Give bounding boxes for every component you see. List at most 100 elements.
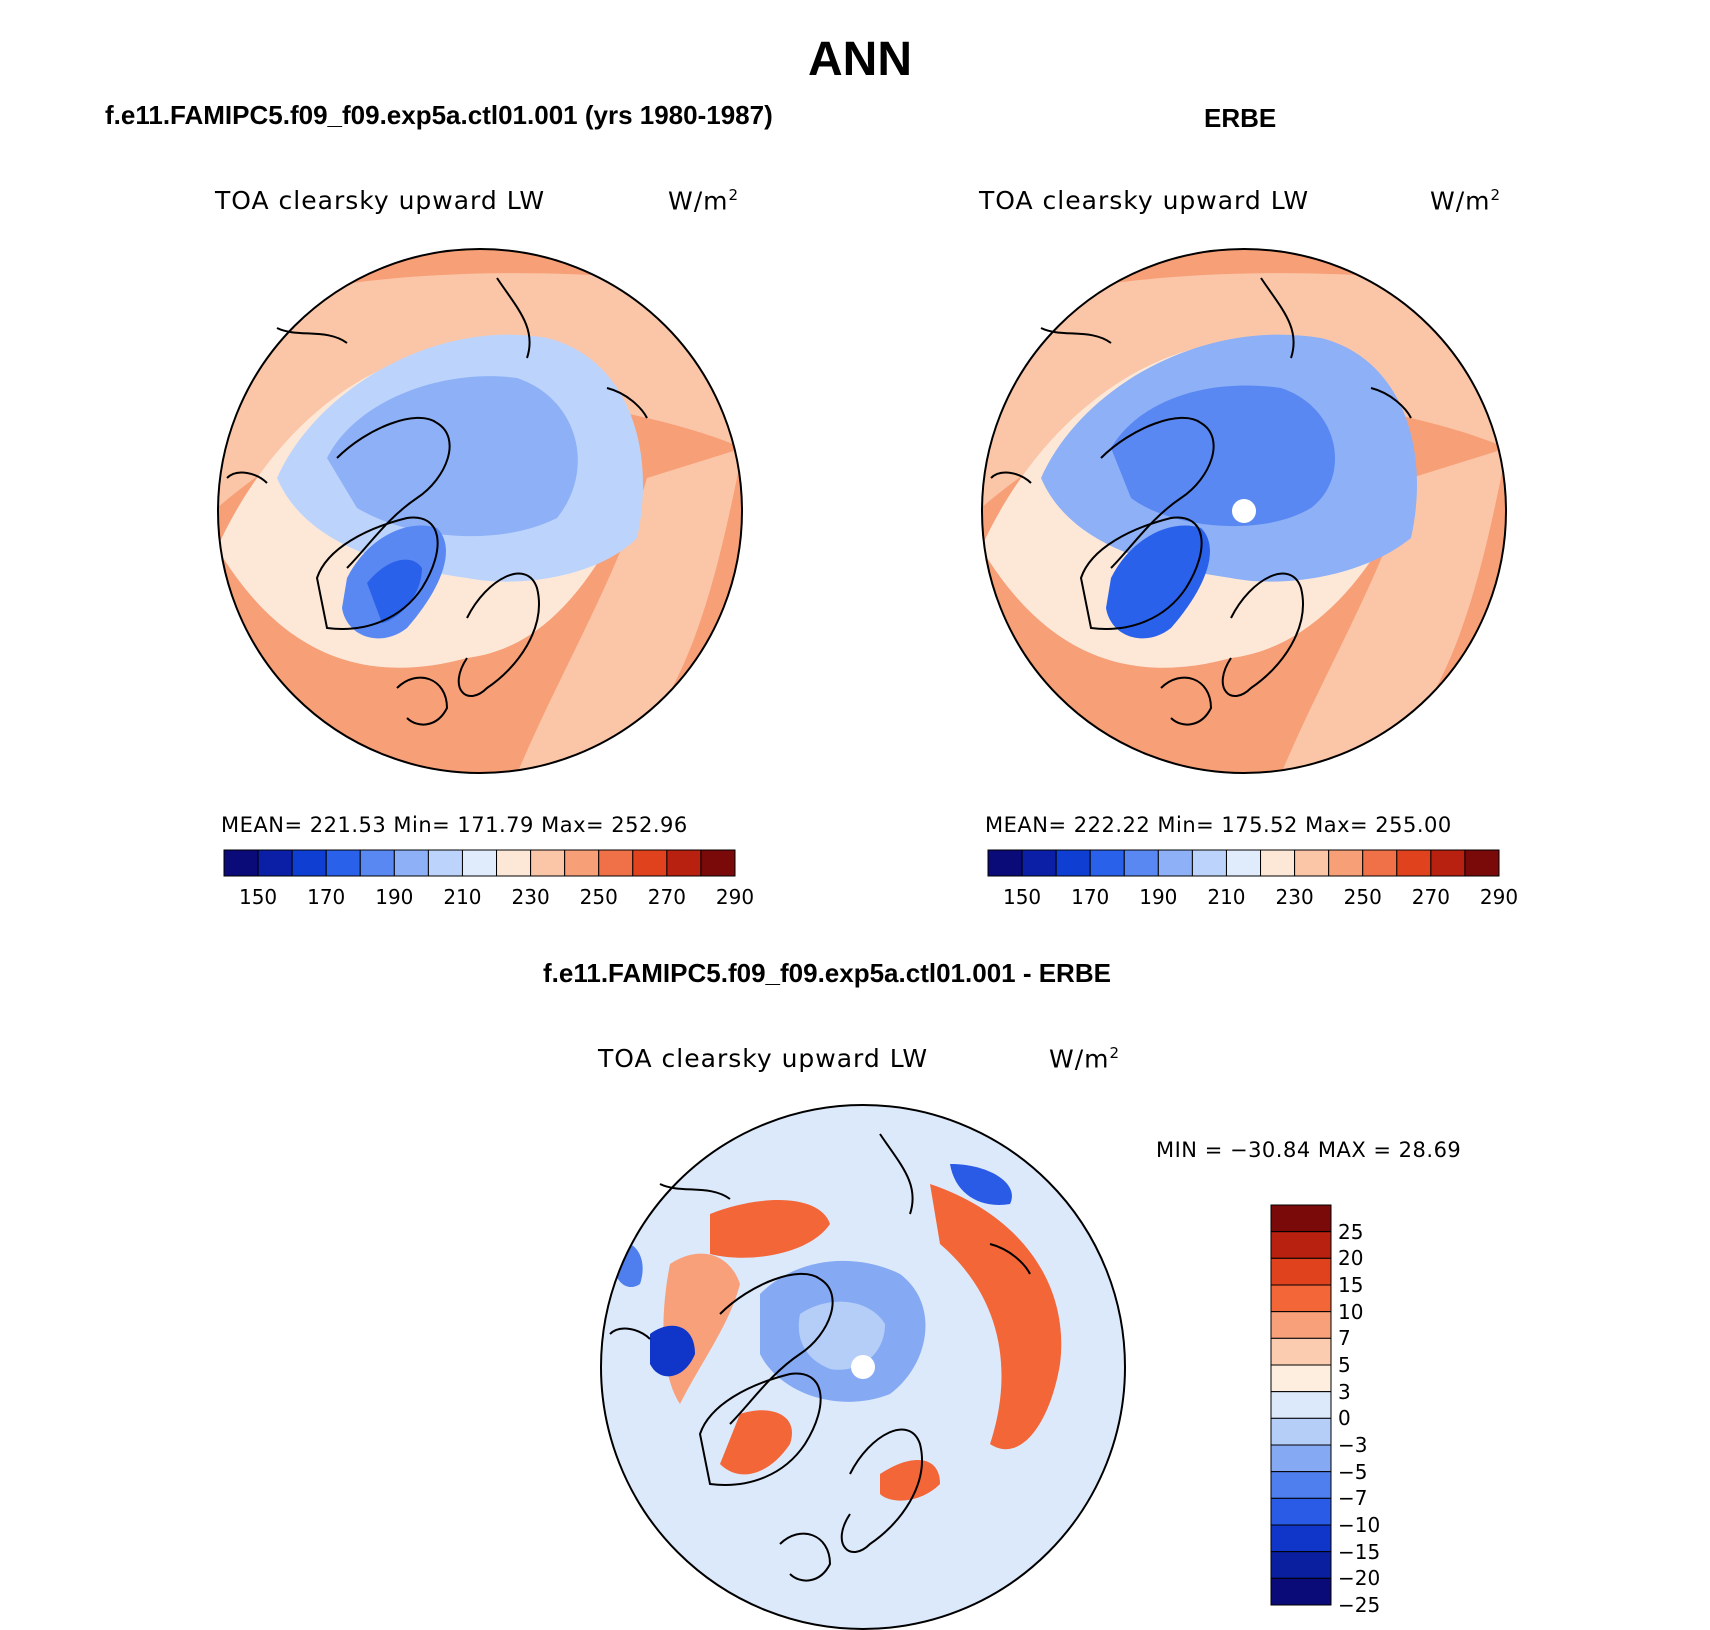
model-field-band-2	[517, 448, 742, 773]
obs-colorbar-ticks: 150 170 190 210 230 250 270 290	[987, 885, 1518, 915]
obs-units-label: W/m2	[1430, 186, 1502, 216]
diff-field-positive-greenland	[720, 1410, 792, 1475]
model-map-border	[217, 248, 743, 774]
diff-variable-label: TOA clearsky upward LW	[598, 1044, 929, 1073]
diff-colorbar-segment	[1270, 1551, 1332, 1579]
diff-colorbar-tick-label: 25	[1338, 1219, 1364, 1244]
diff-colorbar-segment	[1270, 1444, 1332, 1473]
model-polar-map	[217, 248, 743, 774]
model-colorbar-segment	[393, 849, 429, 877]
model-colorbar-tick-label: 190	[375, 885, 414, 909]
diff-colorbar-segment	[1270, 1231, 1332, 1259]
obs-colorbar-tick-label: 250	[1343, 885, 1382, 909]
obs-colorbar-tick-label: 190	[1139, 885, 1178, 909]
model-colorbar-tick-label: 150	[238, 885, 278, 909]
model-colorbar-segment	[598, 849, 634, 877]
diff-colorbar-tick-label: 15	[1338, 1273, 1364, 1297]
diff-field-positive-europe	[880, 1460, 940, 1501]
diff-field-positive-arc	[930, 1184, 1062, 1450]
obs-colorbar-segment	[1260, 849, 1296, 877]
model-colorbar-segment	[291, 849, 327, 877]
diff-colorbar-segment	[1270, 1337, 1332, 1366]
model-colorbar-tick-label: 210	[443, 885, 482, 909]
obs-colorbar-tick-label: 270	[1411, 885, 1450, 909]
model-units-label: W/m2	[668, 186, 740, 216]
diff-colorbar-segment	[1270, 1391, 1332, 1419]
obs-colorbar-segment	[1396, 849, 1432, 877]
obs-colorbar-segment	[1089, 849, 1125, 877]
obs-field-band-2	[1281, 448, 1506, 773]
obs-polar-map	[981, 248, 1507, 774]
diff-colorbar-segment	[1270, 1524, 1332, 1553]
diff-pole-hole	[851, 1355, 875, 1379]
diff-field-positive-north	[710, 1200, 830, 1258]
obs-colorbar-segment	[1055, 849, 1091, 877]
model-colorbar-segment	[461, 849, 498, 877]
model-colorbar-tick-label: 230	[511, 885, 550, 909]
diff-polar-map	[600, 1104, 1126, 1630]
obs-colorbar-tick-label: 150	[1002, 885, 1042, 909]
diff-colorbar-segment	[1270, 1497, 1332, 1526]
model-colorbar-segment	[666, 849, 702, 877]
page-title: ANN	[808, 33, 912, 86]
diff-colorbar-tick-label: −20	[1338, 1566, 1381, 1591]
diff-stats: MIN = −30.84 MAX = 28.69	[1156, 1138, 1462, 1162]
obs-colorbar-tick-label: 210	[1207, 885, 1246, 909]
diff-colorbar-segment	[1270, 1284, 1332, 1313]
model-colorbar-segment	[427, 849, 463, 877]
obs-colorbar-segment	[1225, 849, 1262, 877]
diff-colorbar-tick-label: −10	[1338, 1513, 1381, 1537]
obs-colorbar-segment	[1464, 849, 1500, 877]
obs-colorbar	[987, 849, 1500, 877]
model-colorbar-segment	[632, 849, 668, 877]
diff-colorbar-segment	[1270, 1257, 1332, 1286]
diff-colorbar-tick-label: 7	[1338, 1326, 1351, 1351]
diff-colorbar-tick-label: −15	[1338, 1539, 1381, 1564]
diff-colorbar-segment	[1270, 1311, 1332, 1339]
obs-variable-label: TOA clearsky upward LW	[979, 186, 1310, 215]
model-colorbar	[223, 849, 736, 877]
diff-colorbar-segment	[1270, 1417, 1332, 1446]
model-colorbar-ticks: 150 170 190 210 230 250 270 290	[223, 885, 754, 915]
model-coastlines	[226, 277, 648, 726]
diff-colorbar-ticks: 25 20 15 10 7 5 3 0 −3 −5 −7 −10 −15 −20 −25	[1338, 1204, 1418, 1617]
diff-colorbar-tick-label: 20	[1338, 1246, 1364, 1271]
diff-colorbar-segment	[1270, 1577, 1332, 1606]
obs-colorbar-segment	[1021, 849, 1057, 877]
model-colorbar-segment	[496, 849, 532, 877]
model-colorbar-tick-label: 270	[647, 885, 686, 909]
model-stats: MEAN= 221.53 Min= 171.79 Max= 252.96	[221, 813, 688, 837]
obs-colorbar-segment	[1191, 849, 1227, 877]
model-colorbar-segment	[700, 849, 736, 877]
obs-panel-title: ERBE	[1204, 103, 1277, 133]
obs-coastlines	[990, 277, 1412, 726]
model-colorbar-segment	[530, 849, 566, 877]
model-colorbar-tick-label: 290	[715, 885, 755, 909]
obs-stats: MEAN= 222.22 Min= 175.52 Max= 255.00	[985, 813, 1452, 837]
model-panel-title: f.e11.FAMIPC5.f09_f09.exp5a.ctl01.001 (y…	[105, 100, 773, 130]
diff-colorbar-tick-label: 3	[1338, 1379, 1351, 1404]
model-colorbar-segment	[359, 849, 395, 877]
diff-colorbar-segment	[1270, 1204, 1332, 1233]
obs-colorbar-segment	[1328, 849, 1364, 877]
diff-colorbar	[1270, 1204, 1332, 1606]
model-variable-label: TOA clearsky upward LW	[215, 186, 546, 215]
model-colorbar-segment	[325, 849, 361, 877]
obs-field-greenland	[1106, 525, 1210, 639]
obs-colorbar-segment	[1157, 849, 1193, 877]
diff-units-label: W/m2	[1049, 1044, 1121, 1074]
diff-field-negative-siberia	[950, 1164, 1012, 1205]
model-colorbar-segment	[223, 849, 259, 877]
model-colorbar-tick-label: 250	[579, 885, 618, 909]
obs-colorbar-tick-label: 230	[1275, 885, 1314, 909]
obs-colorbar-segment	[1362, 849, 1398, 877]
diff-panel-title: f.e11.FAMIPC5.f09_f09.exp5a.ctl01.001 - …	[543, 958, 1111, 988]
diff-coastlines	[609, 1133, 1031, 1582]
diff-colorbar-tick-label: 5	[1338, 1353, 1351, 1377]
obs-field-band-1	[982, 273, 1506, 508]
obs-map-border	[981, 248, 1507, 774]
diff-colorbar-tick-label: 10	[1338, 1299, 1364, 1324]
model-field-greenland-core	[367, 559, 422, 623]
diff-colorbar-tick-label: 0	[1338, 1406, 1351, 1431]
model-colorbar-segment	[257, 849, 293, 877]
